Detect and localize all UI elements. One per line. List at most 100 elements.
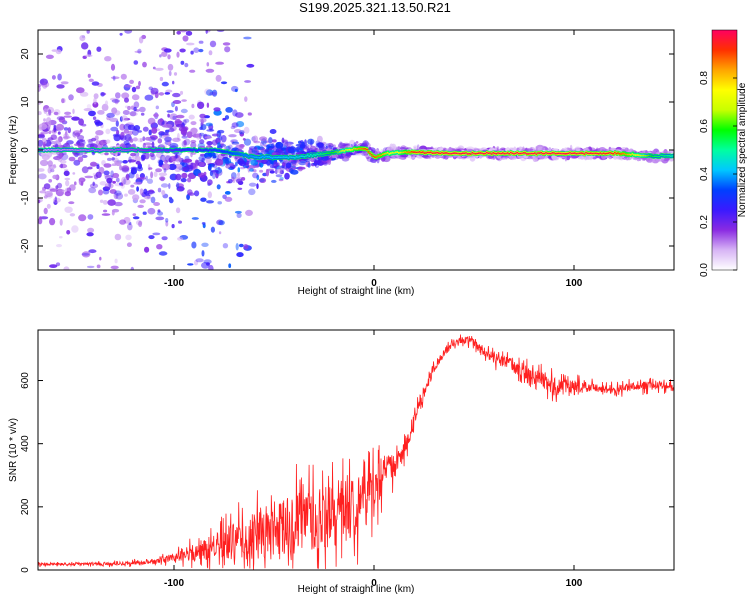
spectrogram-point bbox=[179, 90, 184, 95]
spectrogram-ridge-cell bbox=[404, 151, 407, 153]
spectrogram-ridge-cell bbox=[159, 149, 162, 151]
spectrogram-point bbox=[297, 166, 303, 172]
spectrogram-point bbox=[235, 161, 238, 167]
spectrogram-ridge-cell bbox=[615, 152, 618, 155]
spectrogram-point bbox=[197, 101, 205, 110]
spectrogram-ridge-cell bbox=[177, 149, 180, 151]
snr-frame bbox=[37, 329, 675, 571]
spectrogram-ridge-cell bbox=[194, 149, 198, 152]
spectrogram-point bbox=[248, 182, 257, 187]
spectrogram-point bbox=[281, 137, 285, 144]
spectrogram-point bbox=[42, 141, 46, 147]
spectrogram-ridge-cell bbox=[454, 152, 457, 154]
spectrogram-point bbox=[224, 46, 231, 53]
spectrogram-point bbox=[104, 56, 112, 62]
spectrogram-point bbox=[142, 61, 147, 68]
spectrogram-ridge-cell bbox=[620, 153, 623, 155]
spectrogram-x-label: Height of straight line (km) bbox=[298, 286, 415, 297]
spectrogram-point bbox=[103, 170, 110, 176]
spectrogram-ridge-cell bbox=[503, 152, 506, 155]
colorbar-label: Normalized spectral amplitude bbox=[737, 82, 748, 217]
spectrogram-point bbox=[159, 118, 163, 123]
spectrogram-point bbox=[349, 139, 355, 146]
spectrogram-ridge-cell bbox=[441, 151, 444, 154]
spectrogram-point bbox=[64, 111, 72, 116]
spectrogram-ridge-cell bbox=[378, 155, 382, 157]
spectrogram-point bbox=[100, 92, 105, 97]
spectrogram-point bbox=[110, 265, 119, 270]
spectrogram-ridge-cell bbox=[73, 149, 76, 151]
spectrogram-point bbox=[146, 190, 156, 194]
spectrogram-point bbox=[186, 131, 193, 139]
spectrogram-point bbox=[39, 216, 42, 220]
spectrogram-point bbox=[104, 182, 114, 189]
spectrogram-ridge-cell bbox=[476, 152, 479, 155]
spectrogram-ridge-cell bbox=[79, 149, 82, 151]
spectrogram-ridge-cell bbox=[65, 149, 68, 151]
spectrogram-ridge-cell bbox=[647, 154, 650, 157]
spectrogram-point bbox=[234, 129, 242, 133]
spectrogram-ridge-cell bbox=[167, 149, 170, 152]
spectrogram-ridge-cell bbox=[522, 152, 526, 154]
spectrogram-point bbox=[112, 180, 116, 184]
spectrogram-ridge-cell bbox=[474, 153, 478, 155]
spectrogram-point bbox=[212, 161, 218, 169]
spectrogram-ridge-cell bbox=[468, 153, 471, 155]
spectrogram-point bbox=[232, 141, 240, 145]
spectrogram-ridge bbox=[38, 146, 674, 161]
spectrogram-ridge-cell bbox=[612, 153, 615, 155]
spectrogram-point bbox=[251, 149, 260, 153]
spectrogram-ridge-cell bbox=[332, 151, 335, 154]
spectrogram-point bbox=[153, 171, 158, 178]
spectrogram-ridge-cell bbox=[382, 153, 385, 156]
spectrogram-point bbox=[63, 133, 69, 139]
spectrogram-point bbox=[139, 106, 146, 113]
spectrogram-ridge-cell bbox=[562, 152, 566, 155]
spectrogram-ridge-cell bbox=[386, 152, 390, 154]
spectrogram-point bbox=[132, 216, 140, 220]
spectrogram-point bbox=[243, 36, 252, 40]
spectrogram-point bbox=[266, 159, 271, 167]
spectrogram-point bbox=[112, 133, 121, 137]
spectrogram-ridge-cell bbox=[143, 149, 146, 152]
spectrogram-point bbox=[231, 85, 239, 92]
spectrogram-point bbox=[320, 161, 328, 165]
spectrogram-point bbox=[85, 54, 93, 57]
spectrogram-ridge-cell bbox=[118, 148, 121, 151]
spectrogram-ridge-cell bbox=[442, 152, 446, 155]
spectrogram-ridge-cell bbox=[519, 152, 522, 155]
spectrogram-point bbox=[46, 203, 51, 209]
spectrogram-point bbox=[222, 117, 227, 121]
spectrogram-point bbox=[180, 60, 185, 65]
spectrogram-ridge-cell bbox=[74, 149, 78, 151]
spectrogram-ridge-cell bbox=[294, 157, 297, 159]
spectrogram-point bbox=[180, 178, 187, 183]
spectrogram-point bbox=[256, 183, 259, 190]
spectrogram-point bbox=[214, 158, 224, 166]
spectrogram-point bbox=[194, 159, 199, 167]
spectrogram-point bbox=[39, 78, 48, 86]
spectrogram-ridge-cell bbox=[460, 152, 463, 155]
spectrogram-ridge-cell bbox=[630, 154, 633, 156]
spectrogram-point bbox=[131, 156, 138, 159]
spectrogram-point bbox=[150, 196, 156, 204]
spectrogram-point bbox=[171, 224, 175, 229]
spectrogram-point bbox=[243, 244, 249, 250]
spectrogram-point bbox=[121, 165, 130, 172]
spectrogram-ridge-cell bbox=[457, 152, 460, 155]
spectrogram-ridge-cell bbox=[431, 152, 434, 154]
spectrogram-ridge-cell bbox=[122, 149, 126, 151]
spectrogram-ridge-cell bbox=[550, 152, 553, 155]
spectrogram-point bbox=[147, 207, 156, 215]
spectrogram-ridge-cell bbox=[388, 153, 391, 155]
spectrogram-point bbox=[237, 172, 240, 177]
spectrogram-ridge-cell bbox=[590, 152, 593, 154]
spectrogram-ridge-cell bbox=[353, 147, 356, 150]
spectrogram-ridge-cell bbox=[214, 149, 217, 151]
spectrogram-ridge-cell bbox=[430, 151, 433, 154]
spectrogram-ridge-cell bbox=[607, 152, 610, 154]
spectrogram-point bbox=[38, 111, 42, 116]
spectrogram-ridge-cell bbox=[644, 155, 647, 157]
spectrogram-ridge-cell bbox=[588, 152, 591, 155]
spectrogram-point bbox=[195, 132, 201, 140]
